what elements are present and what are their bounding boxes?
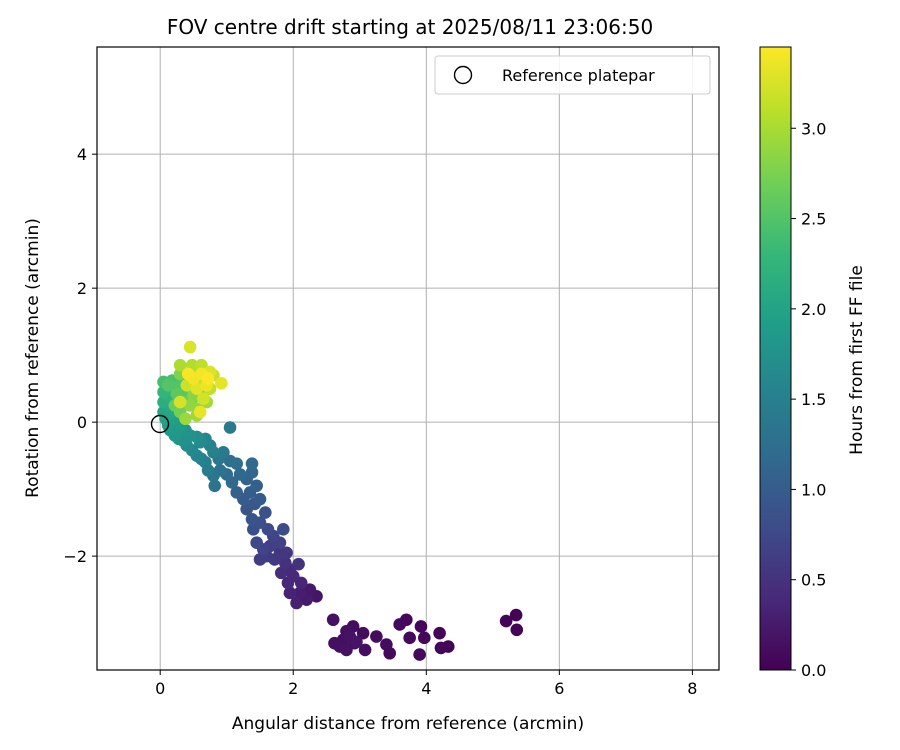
y-tick-label: −2 <box>63 547 87 566</box>
data-point <box>274 566 288 580</box>
data-point <box>223 421 237 434</box>
data-point <box>417 631 431 645</box>
data-point <box>326 613 340 627</box>
data-point <box>197 392 210 405</box>
data-point <box>278 556 292 570</box>
data-point <box>250 479 263 493</box>
data-point <box>434 641 448 655</box>
data-point <box>358 643 372 657</box>
colorbar-tick-label: 0.0 <box>801 661 826 680</box>
data-point <box>413 648 426 661</box>
data-point <box>173 358 187 372</box>
legend-reference-label: Reference platepar <box>502 66 655 85</box>
data-point <box>276 523 290 536</box>
chart-title: FOV centre drift starting at 2025/08/11 … <box>167 15 653 39</box>
data-point <box>181 367 195 381</box>
data-point <box>208 479 222 493</box>
data-point <box>414 620 428 633</box>
data-point <box>230 486 244 499</box>
colorbar-tick-label: 2.0 <box>801 300 826 319</box>
x-tick-label: 6 <box>554 679 564 698</box>
data-point <box>290 596 303 610</box>
x-axis-label: Angular distance from reference (arcmin) <box>232 714 584 734</box>
data-point <box>245 466 259 479</box>
data-point <box>245 457 259 470</box>
data-point <box>433 626 446 640</box>
data-point <box>223 454 237 468</box>
y-tick-label: 4 <box>77 145 87 164</box>
grid-lines <box>97 47 719 670</box>
colorbar-ticks: 0.0 0.5 1.0 1.5 2.0 2.5 3.0 <box>791 119 826 680</box>
data-point <box>281 576 295 590</box>
colorbar-tick-label: 1.0 <box>801 480 826 499</box>
data-point <box>190 382 204 395</box>
data-point <box>303 583 317 596</box>
colorbar-tick-label: 1.5 <box>801 390 826 409</box>
data-point <box>340 643 353 657</box>
data-point <box>233 468 247 481</box>
data-point <box>510 623 524 637</box>
colorbar-tick-label: 3.0 <box>801 119 826 138</box>
data-point <box>509 608 523 622</box>
data-point <box>499 614 513 628</box>
colorbar-label: Hours from first FF file <box>847 265 867 455</box>
legend-box <box>434 55 711 95</box>
data-point <box>356 626 370 640</box>
data-point <box>403 631 416 645</box>
data-point <box>183 340 197 354</box>
data-point <box>217 445 230 459</box>
x-tick-label: 8 <box>687 679 697 698</box>
y-axis-ticks: −2 0 2 4 <box>63 145 97 566</box>
legend: Reference platepar <box>434 55 711 95</box>
data-point <box>280 546 293 560</box>
data-point <box>292 557 305 571</box>
data-point <box>161 378 175 392</box>
data-points <box>157 340 524 661</box>
y-axis-label: Rotation from reference (arcmin) <box>23 218 43 498</box>
data-point <box>350 635 363 649</box>
data-point <box>370 630 383 643</box>
legend-reference-marker <box>453 65 473 85</box>
data-point <box>193 405 207 419</box>
x-tick-label: 0 <box>155 679 165 698</box>
data-point <box>250 536 263 550</box>
data-point <box>283 586 297 600</box>
x-tick-label: 2 <box>288 679 298 698</box>
y-tick-label: 0 <box>77 413 87 432</box>
colorbar-tick-label: 0.5 <box>801 571 826 590</box>
data-point <box>173 395 187 409</box>
reference-platepar-marker <box>150 414 170 434</box>
data-point <box>245 512 259 526</box>
colorbar <box>759 46 792 671</box>
data-point <box>293 586 307 600</box>
data-point <box>195 358 208 372</box>
colorbar-tick-label: 2.5 <box>801 210 826 229</box>
data-point <box>201 372 215 385</box>
data-point <box>215 376 228 390</box>
data-point <box>179 412 192 426</box>
data-point <box>328 636 341 650</box>
x-axis-ticks: 0 2 4 6 8 <box>155 670 697 698</box>
data-point <box>380 638 393 651</box>
plot-frame <box>96 46 720 671</box>
data-point <box>259 506 272 519</box>
data-point <box>253 553 267 566</box>
data-point <box>393 618 406 631</box>
data-point <box>253 492 267 506</box>
x-tick-label: 4 <box>421 679 431 698</box>
y-tick-label: 2 <box>77 279 87 298</box>
